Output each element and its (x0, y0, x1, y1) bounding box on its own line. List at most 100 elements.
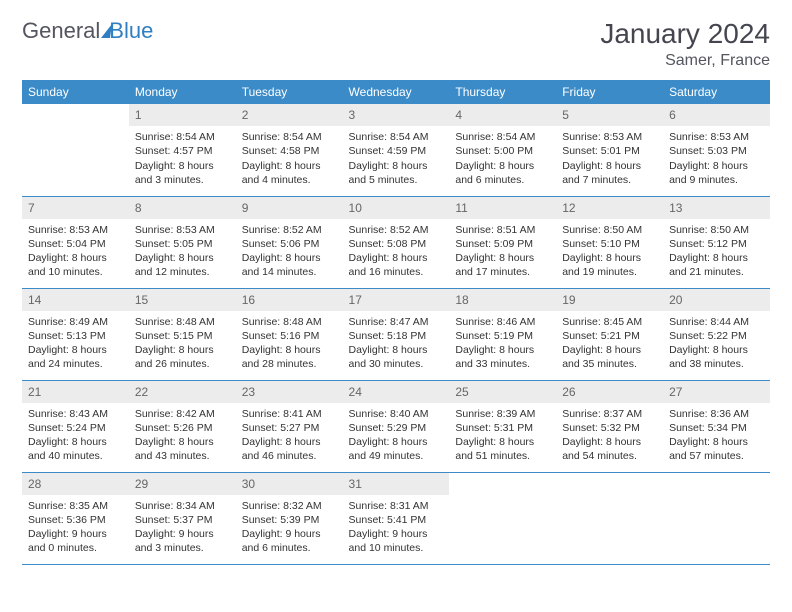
day-body: Sunrise: 8:54 AMSunset: 4:59 PMDaylight:… (343, 126, 450, 193)
calendar-day-cell: 6Sunrise: 8:53 AMSunset: 5:03 PMDaylight… (663, 104, 770, 196)
logo-text-blue: Blue (109, 18, 153, 44)
day-number: 22 (129, 381, 236, 403)
calendar-day-cell: 4Sunrise: 8:54 AMSunset: 5:00 PMDaylight… (449, 104, 556, 196)
day-number: 2 (236, 104, 343, 126)
calendar-day-cell: 7Sunrise: 8:53 AMSunset: 5:04 PMDaylight… (22, 196, 129, 288)
day-body: Sunrise: 8:50 AMSunset: 5:12 PMDaylight:… (663, 219, 770, 286)
calendar-day-cell: 12Sunrise: 8:50 AMSunset: 5:10 PMDayligh… (556, 196, 663, 288)
day-number: 6 (663, 104, 770, 126)
day-number: 19 (556, 289, 663, 311)
day-number: 26 (556, 381, 663, 403)
calendar-day-cell: 18Sunrise: 8:46 AMSunset: 5:19 PMDayligh… (449, 288, 556, 380)
day-body: Sunrise: 8:48 AMSunset: 5:15 PMDaylight:… (129, 311, 236, 378)
weekday-header: Wednesday (343, 80, 450, 104)
logo-text-gray: General (22, 18, 100, 44)
calendar-head: SundayMondayTuesdayWednesdayThursdayFrid… (22, 80, 770, 104)
day-number: 21 (22, 381, 129, 403)
day-number: 1 (129, 104, 236, 126)
calendar-day-cell: 20Sunrise: 8:44 AMSunset: 5:22 PMDayligh… (663, 288, 770, 380)
day-number: 9 (236, 197, 343, 219)
day-number: 15 (129, 289, 236, 311)
day-number: 17 (343, 289, 450, 311)
weekday-header: Saturday (663, 80, 770, 104)
calendar-day-cell: 10Sunrise: 8:52 AMSunset: 5:08 PMDayligh… (343, 196, 450, 288)
calendar-day-cell: . (556, 472, 663, 564)
calendar-day-cell: 15Sunrise: 8:48 AMSunset: 5:15 PMDayligh… (129, 288, 236, 380)
day-body: Sunrise: 8:54 AMSunset: 4:57 PMDaylight:… (129, 126, 236, 193)
weekday-header: Monday (129, 80, 236, 104)
day-number: 31 (343, 473, 450, 495)
day-body: Sunrise: 8:46 AMSunset: 5:19 PMDaylight:… (449, 311, 556, 378)
calendar-week-row: 7Sunrise: 8:53 AMSunset: 5:04 PMDaylight… (22, 196, 770, 288)
calendar-day-cell: 1Sunrise: 8:54 AMSunset: 4:57 PMDaylight… (129, 104, 236, 196)
day-body: Sunrise: 8:39 AMSunset: 5:31 PMDaylight:… (449, 403, 556, 470)
calendar-day-cell: 30Sunrise: 8:32 AMSunset: 5:39 PMDayligh… (236, 472, 343, 564)
calendar-day-cell: 17Sunrise: 8:47 AMSunset: 5:18 PMDayligh… (343, 288, 450, 380)
calendar-day-cell: 23Sunrise: 8:41 AMSunset: 5:27 PMDayligh… (236, 380, 343, 472)
day-number: 27 (663, 381, 770, 403)
day-body: Sunrise: 8:53 AMSunset: 5:04 PMDaylight:… (22, 219, 129, 286)
day-body: Sunrise: 8:50 AMSunset: 5:10 PMDaylight:… (556, 219, 663, 286)
calendar-week-row: 28Sunrise: 8:35 AMSunset: 5:36 PMDayligh… (22, 472, 770, 564)
day-body: Sunrise: 8:44 AMSunset: 5:22 PMDaylight:… (663, 311, 770, 378)
calendar-body: .1Sunrise: 8:54 AMSunset: 4:57 PMDayligh… (22, 104, 770, 564)
calendar-day-cell: 21Sunrise: 8:43 AMSunset: 5:24 PMDayligh… (22, 380, 129, 472)
day-number: 8 (129, 197, 236, 219)
day-number: 18 (449, 289, 556, 311)
day-body: Sunrise: 8:35 AMSunset: 5:36 PMDaylight:… (22, 495, 129, 562)
day-number: 10 (343, 197, 450, 219)
calendar-day-cell: 29Sunrise: 8:34 AMSunset: 5:37 PMDayligh… (129, 472, 236, 564)
calendar-day-cell: 9Sunrise: 8:52 AMSunset: 5:06 PMDaylight… (236, 196, 343, 288)
day-body: Sunrise: 8:54 AMSunset: 4:58 PMDaylight:… (236, 126, 343, 193)
calendar-day-cell: 24Sunrise: 8:40 AMSunset: 5:29 PMDayligh… (343, 380, 450, 472)
calendar-day-cell: . (449, 472, 556, 564)
weekday-header: Thursday (449, 80, 556, 104)
calendar-day-cell: 3Sunrise: 8:54 AMSunset: 4:59 PMDaylight… (343, 104, 450, 196)
calendar-day-cell: 26Sunrise: 8:37 AMSunset: 5:32 PMDayligh… (556, 380, 663, 472)
day-body: Sunrise: 8:34 AMSunset: 5:37 PMDaylight:… (129, 495, 236, 562)
weekday-header: Friday (556, 80, 663, 104)
day-body: Sunrise: 8:53 AMSunset: 5:03 PMDaylight:… (663, 126, 770, 193)
calendar-day-cell: 22Sunrise: 8:42 AMSunset: 5:26 PMDayligh… (129, 380, 236, 472)
day-body: Sunrise: 8:42 AMSunset: 5:26 PMDaylight:… (129, 403, 236, 470)
weekday-header: Sunday (22, 80, 129, 104)
day-body: Sunrise: 8:52 AMSunset: 5:06 PMDaylight:… (236, 219, 343, 286)
calendar-day-cell: 19Sunrise: 8:45 AMSunset: 5:21 PMDayligh… (556, 288, 663, 380)
title-block: January 2024 Samer, France (600, 18, 770, 70)
calendar-week-row: .1Sunrise: 8:54 AMSunset: 4:57 PMDayligh… (22, 104, 770, 196)
day-body: Sunrise: 8:54 AMSunset: 5:00 PMDaylight:… (449, 126, 556, 193)
day-body: Sunrise: 8:48 AMSunset: 5:16 PMDaylight:… (236, 311, 343, 378)
calendar-week-row: 21Sunrise: 8:43 AMSunset: 5:24 PMDayligh… (22, 380, 770, 472)
calendar-day-cell: 28Sunrise: 8:35 AMSunset: 5:36 PMDayligh… (22, 472, 129, 564)
day-number: 28 (22, 473, 129, 495)
calendar-day-cell: 27Sunrise: 8:36 AMSunset: 5:34 PMDayligh… (663, 380, 770, 472)
day-body: Sunrise: 8:53 AMSunset: 5:01 PMDaylight:… (556, 126, 663, 193)
day-body: Sunrise: 8:37 AMSunset: 5:32 PMDaylight:… (556, 403, 663, 470)
day-body: Sunrise: 8:51 AMSunset: 5:09 PMDaylight:… (449, 219, 556, 286)
header: General Blue January 2024 Samer, France (22, 18, 770, 70)
day-number: 12 (556, 197, 663, 219)
day-number: 11 (449, 197, 556, 219)
calendar-day-cell: 25Sunrise: 8:39 AMSunset: 5:31 PMDayligh… (449, 380, 556, 472)
calendar-day-cell: 16Sunrise: 8:48 AMSunset: 5:16 PMDayligh… (236, 288, 343, 380)
calendar-day-cell: . (22, 104, 129, 196)
day-number: 25 (449, 381, 556, 403)
day-body: Sunrise: 8:43 AMSunset: 5:24 PMDaylight:… (22, 403, 129, 470)
day-number: 20 (663, 289, 770, 311)
day-number: 14 (22, 289, 129, 311)
day-number: 30 (236, 473, 343, 495)
calendar-day-cell: 5Sunrise: 8:53 AMSunset: 5:01 PMDaylight… (556, 104, 663, 196)
calendar-day-cell: 31Sunrise: 8:31 AMSunset: 5:41 PMDayligh… (343, 472, 450, 564)
day-body: Sunrise: 8:53 AMSunset: 5:05 PMDaylight:… (129, 219, 236, 286)
day-body: Sunrise: 8:45 AMSunset: 5:21 PMDaylight:… (556, 311, 663, 378)
calendar-day-cell: 2Sunrise: 8:54 AMSunset: 4:58 PMDaylight… (236, 104, 343, 196)
day-number: 3 (343, 104, 450, 126)
day-body: Sunrise: 8:49 AMSunset: 5:13 PMDaylight:… (22, 311, 129, 378)
month-title: January 2024 (600, 18, 770, 50)
location: Samer, France (600, 52, 770, 70)
day-body: Sunrise: 8:31 AMSunset: 5:41 PMDaylight:… (343, 495, 450, 562)
day-body: Sunrise: 8:40 AMSunset: 5:29 PMDaylight:… (343, 403, 450, 470)
calendar-week-row: 14Sunrise: 8:49 AMSunset: 5:13 PMDayligh… (22, 288, 770, 380)
day-body: Sunrise: 8:52 AMSunset: 5:08 PMDaylight:… (343, 219, 450, 286)
calendar-day-cell: 11Sunrise: 8:51 AMSunset: 5:09 PMDayligh… (449, 196, 556, 288)
